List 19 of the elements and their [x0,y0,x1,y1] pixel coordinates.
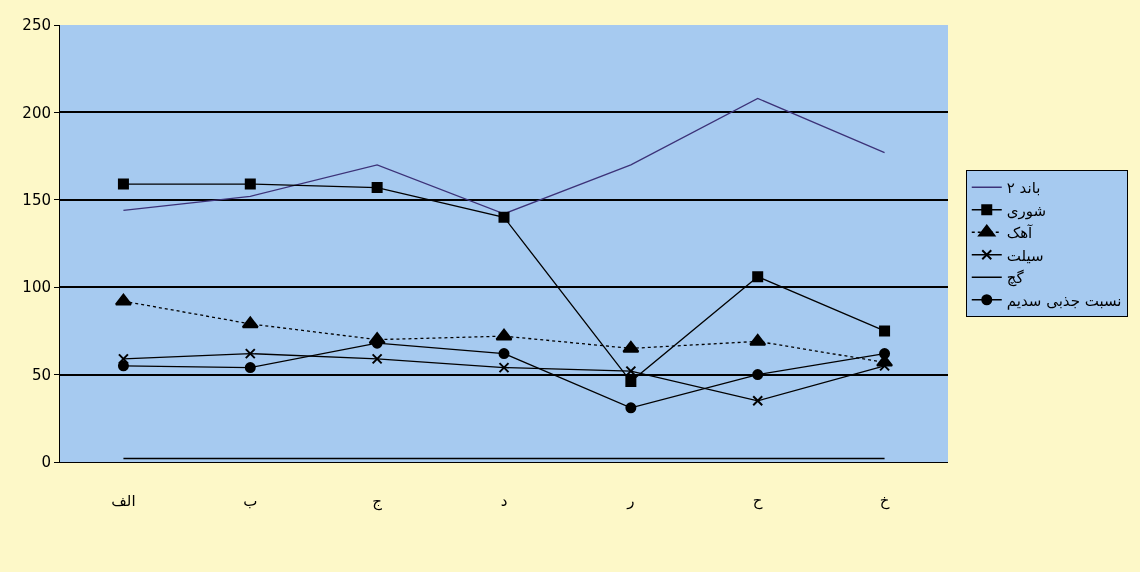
legend-label: نسبت جذبی سدیم [1006,291,1122,310]
x-tick-label: ر [626,492,635,510]
y-tick-label: 250 [22,16,51,35]
x-tick-label: ج [372,492,383,511]
y-tick-label: 0 [41,453,51,472]
x-tick-label: الف [111,492,136,510]
legend-label: شوری [1006,201,1047,220]
legend-label: گچ [1006,269,1025,288]
y-tick-label: 100 [22,278,51,297]
legend-label: باند ۲ [1006,179,1041,198]
y-tick-label: 200 [22,103,51,122]
x-tick-label: د [500,492,508,510]
legend-label: سیلت [1006,246,1044,265]
x-tick-label: ب [243,492,258,510]
x-tick-label: ح [752,492,763,510]
legend-label: آهک [1006,224,1034,243]
y-tick-label: 150 [22,191,51,210]
x-tick-label: خ [879,492,890,510]
y-tick-label: 50 [31,365,51,384]
